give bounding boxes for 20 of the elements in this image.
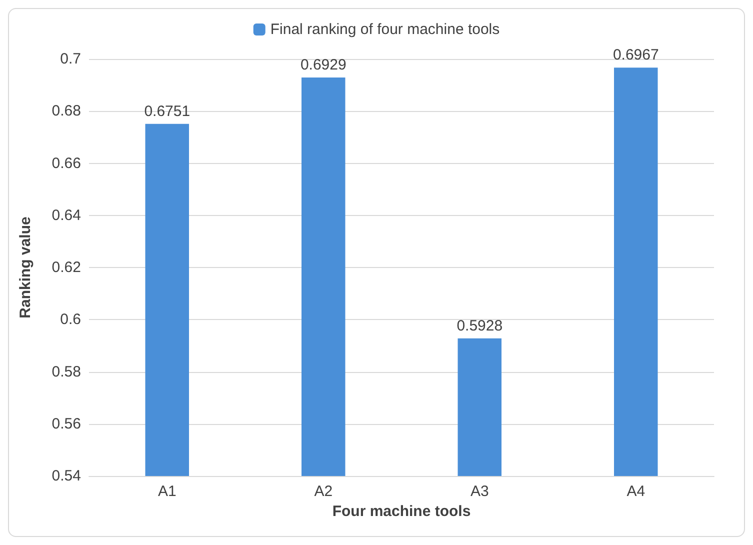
data-label: 0.6929 <box>300 56 346 74</box>
y-tick-label: 0.68 <box>52 102 81 120</box>
y-tick-label: 0.64 <box>52 206 81 224</box>
y-tick-label: 0.54 <box>52 468 81 484</box>
y-axis-title: Ranking value <box>17 216 34 318</box>
x-tick-label: A1 <box>158 483 176 500</box>
y-tick-label: 0.6 <box>60 311 81 328</box>
y-tick-label: 0.56 <box>52 415 81 432</box>
x-tick-label: A2 <box>314 483 333 500</box>
y-tick-label: 0.7 <box>60 50 81 68</box>
y-tick-label: 0.66 <box>52 154 81 172</box>
x-axis-title: Four machine tools <box>332 503 471 520</box>
legend-label: Final ranking of four machine tools <box>270 21 500 38</box>
y-tick-label: 0.58 <box>52 363 81 380</box>
y-tick-label: 0.62 <box>52 259 81 276</box>
data-label: 0.5928 <box>456 317 503 334</box>
data-label: 0.6967 <box>612 46 659 64</box>
x-tick-label: A3 <box>470 483 489 500</box>
x-tick-label: A4 <box>626 483 646 500</box>
data-label: 0.6751 <box>144 102 190 120</box>
